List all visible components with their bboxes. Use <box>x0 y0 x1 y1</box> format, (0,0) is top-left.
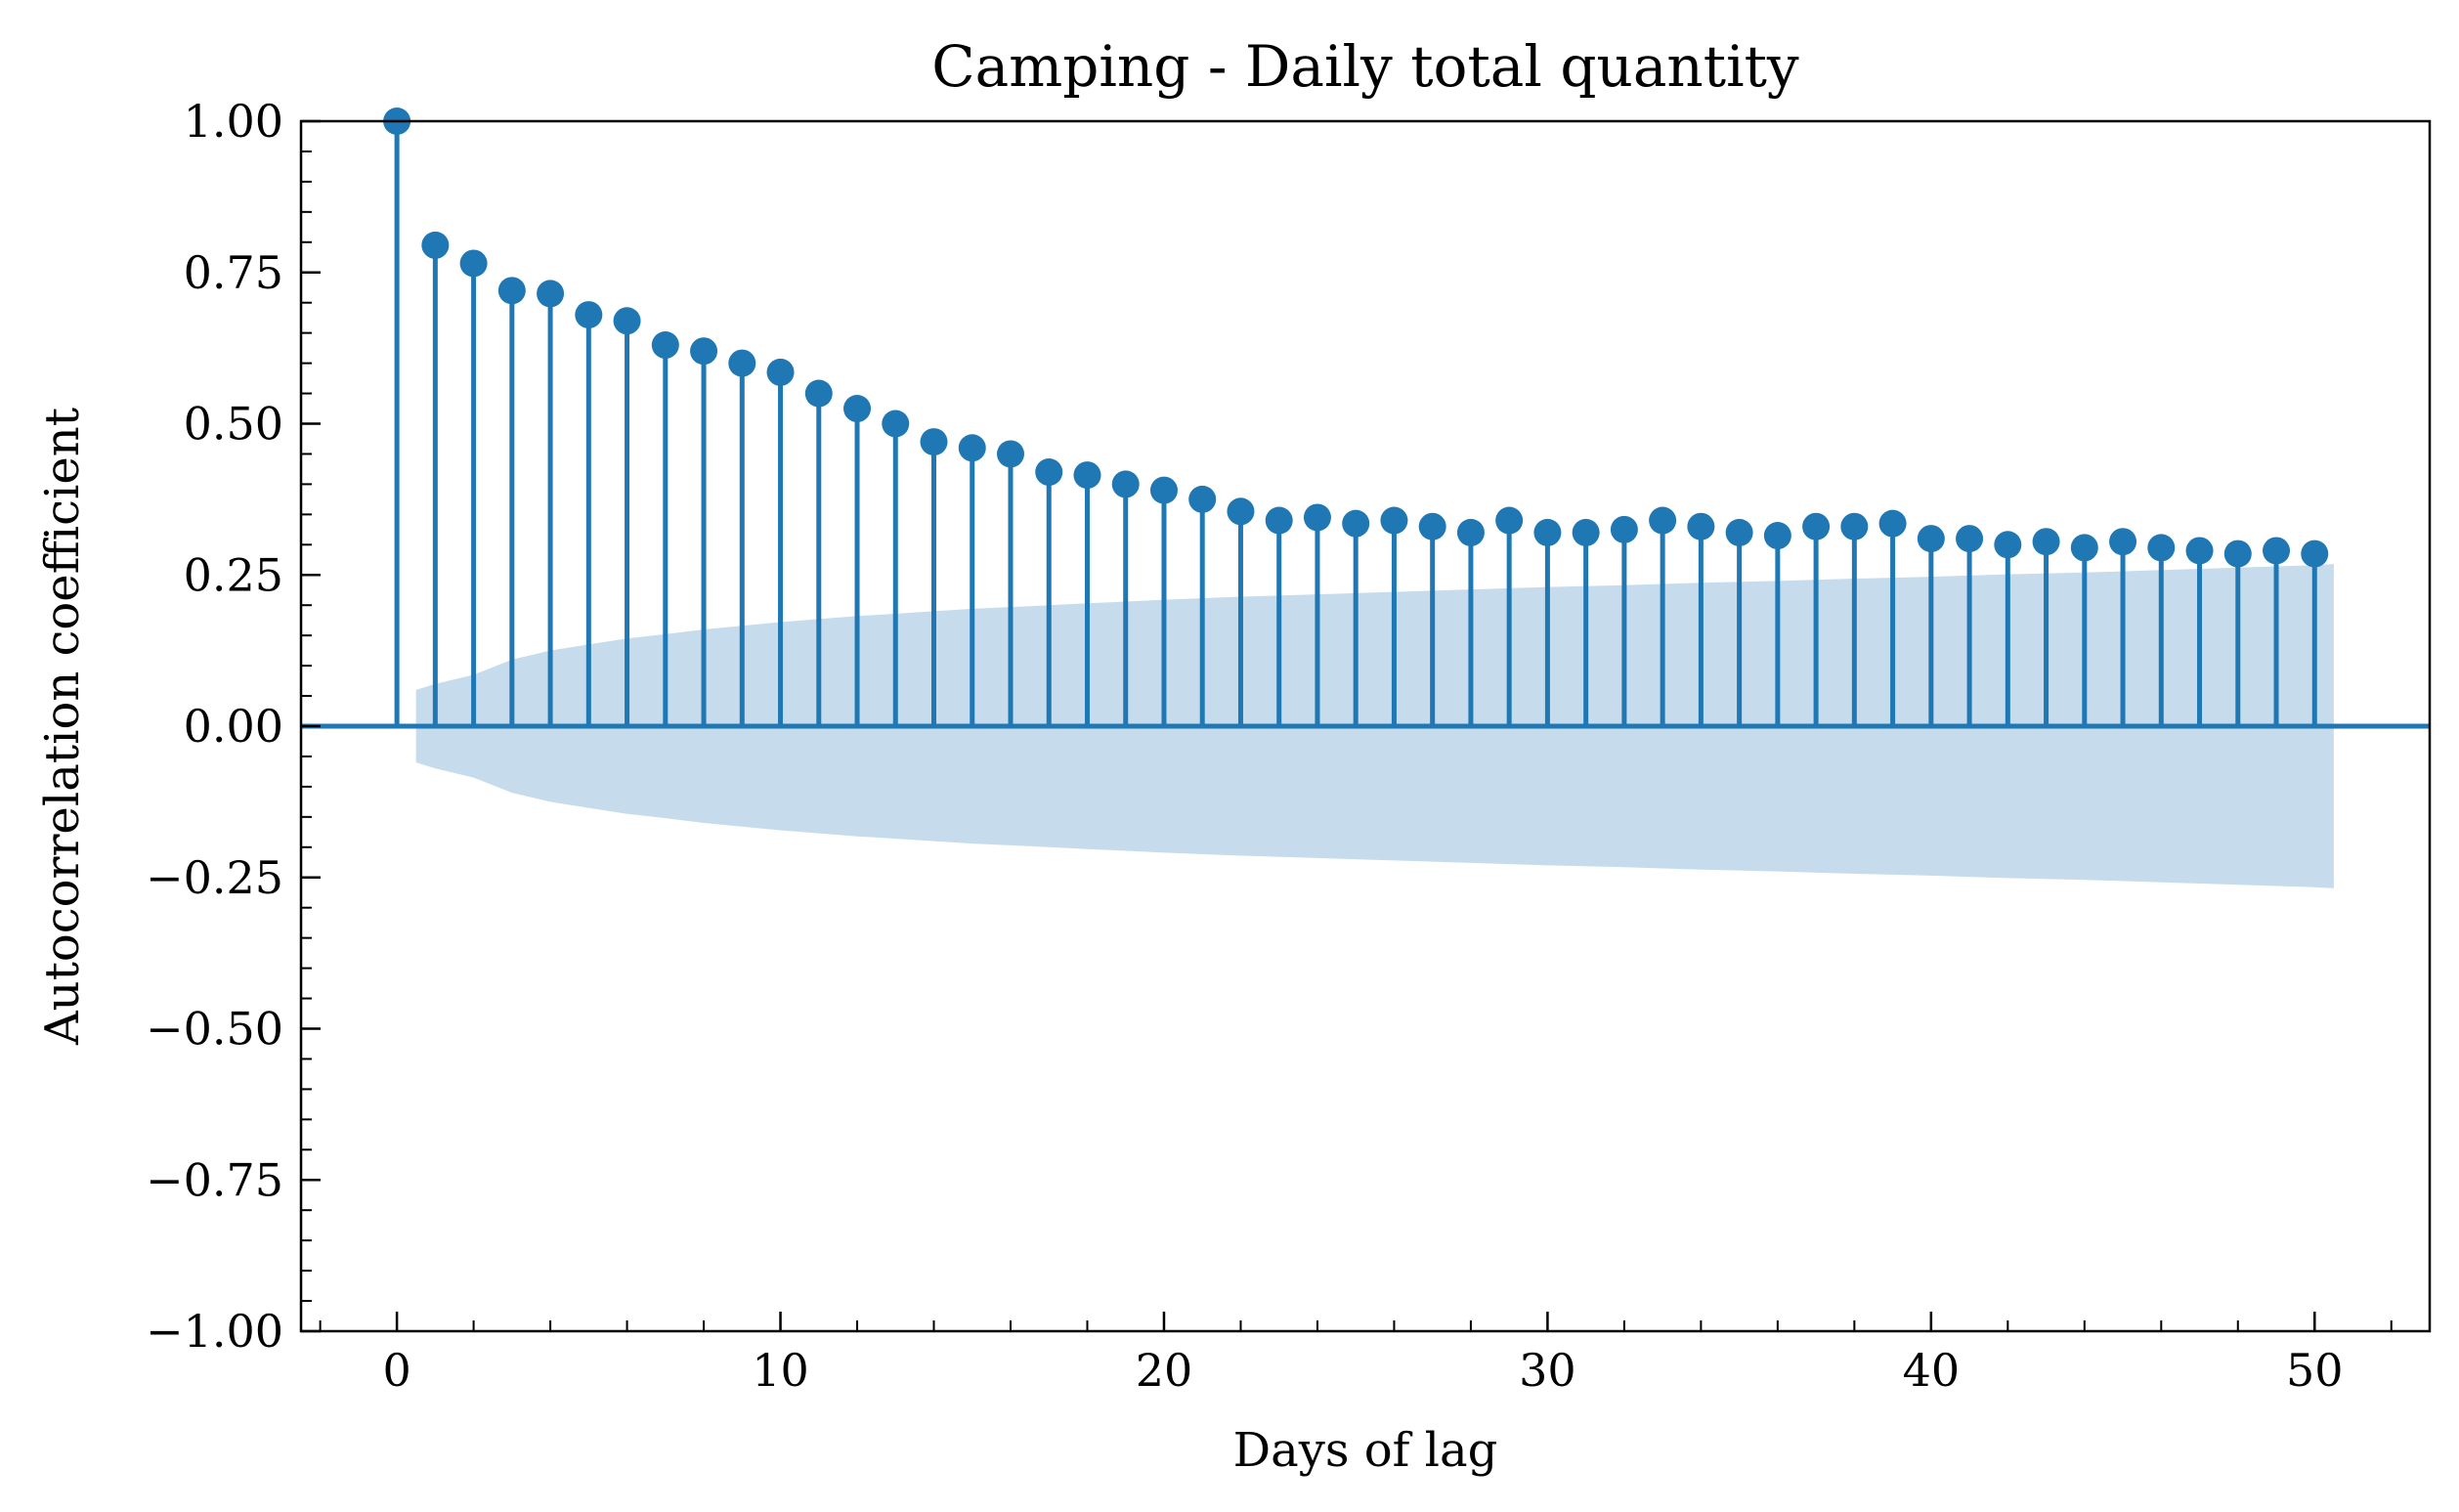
stem-marker-lag-12 <box>843 395 872 423</box>
stem-marker-lag-35 <box>1725 518 1753 546</box>
stem-marker-lag-18 <box>1073 461 1101 490</box>
stem-marker-lag-36 <box>1763 522 1791 550</box>
y-tick-label: 0.50 <box>184 398 283 451</box>
stem-marker-lag-39 <box>1878 509 1907 538</box>
stem-marker-lag-15 <box>958 434 986 462</box>
y-tick-label: −1.00 <box>146 1305 283 1358</box>
stem-marker-lag-42 <box>1994 531 2022 559</box>
x-tick-label: 40 <box>1903 1344 1961 1397</box>
stem-marker-lag-27 <box>1418 512 1446 540</box>
stem-marker-lag-49 <box>2263 537 2291 565</box>
y-tick-label: −0.25 <box>146 851 283 904</box>
x-tick-label: 30 <box>1519 1344 1576 1397</box>
x-tick-label: 20 <box>1136 1344 1193 1397</box>
stem-marker-lag-3 <box>497 277 526 305</box>
stem-marker-lag-24 <box>1303 503 1331 532</box>
stem-marker-lag-13 <box>882 410 910 438</box>
stem-marker-lag-5 <box>575 301 603 329</box>
y-axis-label: Autocorrelation coefficient <box>35 408 90 1046</box>
x-tick-label: 10 <box>752 1344 809 1397</box>
stem-marker-lag-23 <box>1265 506 1293 535</box>
stem-marker-lag-2 <box>459 249 488 278</box>
stem-marker-lag-46 <box>2147 534 2176 562</box>
stem-marker-lag-21 <box>1188 485 1217 513</box>
stem-marker-lag-29 <box>1495 506 1524 535</box>
stem-marker-lag-44 <box>2070 534 2098 562</box>
stem-marker-lag-45 <box>2109 528 2137 556</box>
stem-marker-lag-6 <box>613 307 641 335</box>
stem-marker-lag-20 <box>1149 476 1178 504</box>
stem-marker-lag-8 <box>690 337 718 366</box>
stem-marker-lag-16 <box>997 440 1024 468</box>
stem-marker-lag-7 <box>651 331 679 360</box>
stem-layer <box>301 108 2430 729</box>
stem-marker-lag-30 <box>1533 518 1562 546</box>
stem-marker-lag-50 <box>2301 540 2329 568</box>
stem-marker-lag-9 <box>728 349 756 377</box>
stem-marker-lag-38 <box>1840 512 1869 540</box>
stem-marker-lag-41 <box>1956 525 1984 553</box>
stem-marker-lag-4 <box>537 280 565 308</box>
stem-marker-lag-37 <box>1802 512 1831 540</box>
stem-marker-lag-14 <box>920 428 948 456</box>
stem-marker-lag-47 <box>2185 537 2214 565</box>
stem-marker-lag-43 <box>2032 528 2060 556</box>
chart-title: Camping - Daily total quantity <box>931 33 1799 100</box>
y-tick-label: 0.00 <box>184 700 283 753</box>
stem-marker-lag-26 <box>1380 506 1408 535</box>
stem-marker-lag-11 <box>804 379 833 408</box>
y-tick-label: 0.75 <box>184 246 283 299</box>
stem-marker-lag-40 <box>1917 525 1945 553</box>
y-tick-label: −0.75 <box>146 1153 283 1206</box>
y-tick-label: −0.50 <box>146 1003 283 1056</box>
stem-marker-lag-34 <box>1687 512 1715 540</box>
stem-marker-lag-22 <box>1227 497 1255 526</box>
stem-marker-lag-28 <box>1456 518 1485 546</box>
x-axis-label: Days of lag <box>1233 1423 1498 1478</box>
x-tick-label: 0 <box>382 1344 410 1397</box>
stem-marker-lag-48 <box>2223 540 2252 568</box>
stem-marker-lag-17 <box>1035 458 1063 487</box>
stem-marker-lag-19 <box>1111 470 1140 498</box>
stem-marker-lag-32 <box>1610 515 1638 543</box>
stem-marker-lag-31 <box>1572 518 1600 546</box>
axes-layer: −1.00 −0.75 −0.50 −0.25 0.00 0.25 0.50 0.75 1.00… <box>146 95 2432 1397</box>
stem-marker-lag-1 <box>421 231 450 259</box>
y-tick-label: 0.25 <box>184 548 283 601</box>
y-tick-label: 1.00 <box>184 95 283 148</box>
stem-marker-lag-33 <box>1649 506 1677 535</box>
stem-marker-lag-25 <box>1342 509 1370 538</box>
x-tick-label: 50 <box>2286 1344 2344 1397</box>
stem-marker-lag-10 <box>766 358 795 386</box>
